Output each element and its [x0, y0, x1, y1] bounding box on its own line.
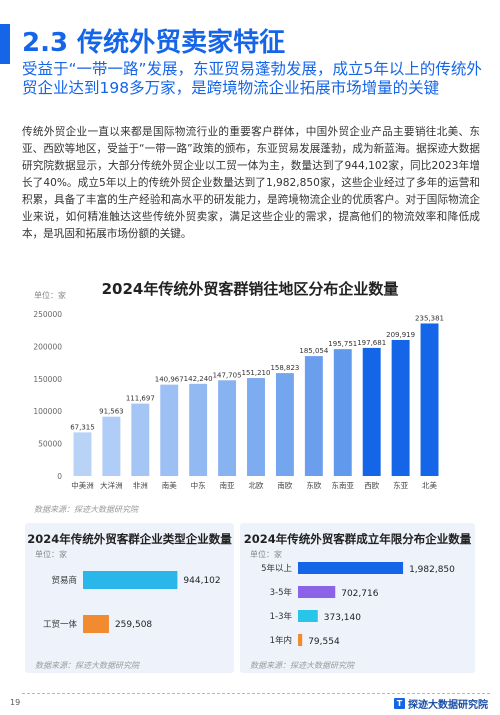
x-tick-label: 非洲	[133, 480, 148, 490]
bar	[73, 432, 92, 476]
chart3-svg: 5年以上 1,982,850 3-5年 702,716 1-3年 373,140 1年内 79…	[261, 562, 455, 647]
x-tick-label: 大洋洲	[100, 480, 123, 490]
x-tick-label: 北美	[422, 480, 437, 490]
bar	[131, 403, 150, 476]
chart1-svg: 0 50000 100000 150000 200000 250000 67,315 中美洲 9…	[33, 310, 444, 490]
bar	[298, 586, 336, 598]
x-tick-label: 中东	[191, 480, 206, 490]
brand-logo-icon: T	[394, 698, 405, 709]
bar	[298, 610, 318, 622]
y-tick-label: 0	[57, 472, 62, 481]
bar	[83, 571, 178, 589]
bar-value-label: 140,967	[155, 376, 184, 384]
chart3-unit: 单位：家	[250, 550, 282, 559]
bar	[247, 378, 265, 476]
bar	[102, 416, 121, 476]
chart1-title: 2024年传统外贸客群销往地区分布企业数量	[101, 280, 399, 298]
x-tick-label: 中美洲	[71, 480, 94, 490]
chart3-panel: 2024年传统外贸客群成立年限分布企业数量 单位：家 5年以上 1,982,850…	[240, 523, 475, 673]
x-tick-label: 东南亚	[332, 480, 355, 490]
bar-value-label: 111,697	[126, 395, 155, 403]
bar-value-label: 79,554	[308, 637, 340, 647]
x-tick-label: 东欧	[306, 480, 321, 490]
bar	[160, 384, 179, 476]
bar	[304, 356, 323, 476]
page-subtitle: 受益于“一带一路”发展，东亚贸易蓬勃发展，成立5年以上的传统外贸企业达到198多…	[22, 60, 482, 97]
bar	[362, 347, 381, 476]
y-tick-label: 50000	[38, 440, 62, 449]
x-tick-label: 北欧	[249, 480, 264, 490]
bar	[333, 349, 352, 476]
bar-value-label: 195,751	[328, 340, 357, 348]
bar	[275, 373, 294, 476]
category-label: 工贸一体	[43, 619, 78, 630]
bar	[391, 339, 410, 476]
chart2-svg: 贸易商 944,102 工贸一体 259,508	[43, 571, 221, 633]
bar	[420, 323, 439, 476]
bar-value-label: 147,705	[213, 371, 242, 379]
page-title: 2.3 传统外贸卖家特征	[22, 28, 286, 58]
bar-value-label: 209,919	[386, 331, 415, 339]
x-tick-label: 南欧	[277, 480, 292, 490]
bar	[218, 380, 237, 476]
bar-value-label: 185,054	[299, 347, 328, 355]
brand-name: 探迹大数据研究院	[408, 700, 488, 711]
category-label: 贸易商	[51, 575, 77, 586]
footer-divider	[22, 693, 490, 694]
chart1-unit: 单位：家	[34, 291, 66, 300]
page-number: 19	[10, 698, 21, 707]
x-tick-label: 西欧	[364, 480, 379, 490]
bar	[298, 634, 303, 646]
x-tick-label: 南亚	[220, 480, 235, 490]
bar	[298, 562, 404, 574]
x-tick-label: 南美	[162, 480, 177, 490]
x-tick-label: 东亚	[393, 480, 408, 490]
footer-brand: T 探迹大数据研究院	[394, 696, 488, 711]
bar-value-label: 91,563	[99, 408, 124, 416]
bar-value-label: 158,823	[270, 364, 299, 372]
category-label: 5年以上	[261, 563, 292, 574]
bar-value-label: 197,681	[357, 339, 386, 347]
chart2-source: 数据来源：探迹大数据研究院	[35, 661, 139, 670]
bar-value-label: 702,716	[341, 589, 378, 599]
chart2-panel: 2024年传统外贸客群企业类型企业数量 单位：家 贸易商 944,102 工贸一体 2…	[25, 523, 234, 673]
chart2-title: 2024年传统外贸客群企业类型企业数量	[27, 532, 232, 546]
bar-value-label: 1,982,850	[409, 565, 455, 575]
chart3-source: 数据来源：探迹大数据研究院	[250, 661, 354, 670]
chart1-source: 数据来源：探迹大数据研究院	[34, 505, 138, 514]
bar-value-label: 373,140	[324, 613, 361, 623]
bar-value-label: 151,210	[242, 369, 271, 377]
body-paragraph: 传统外贸企业一直以来都是国际物流行业的重要客户群体，中国外贸企业产品主要销往北美…	[22, 126, 480, 240]
y-tick-label: 200000	[33, 342, 62, 351]
title-accent-bar	[0, 24, 10, 64]
chart2-unit: 单位：家	[35, 550, 67, 559]
bar-value-label: 944,102	[183, 576, 220, 586]
chart3-title: 2024年传统外贸客群成立年限分布企业数量	[243, 532, 472, 546]
bar-value-label: 235,381	[415, 314, 444, 322]
category-label: 1年内	[270, 635, 292, 646]
y-tick-label: 250000	[33, 310, 62, 319]
bar	[83, 615, 109, 633]
y-tick-label: 150000	[33, 375, 62, 384]
bar-value-label: 259,508	[115, 620, 152, 630]
bar-value-label: 67,315	[70, 423, 95, 431]
bar	[189, 383, 208, 476]
category-label: 3-5年	[270, 587, 293, 598]
bar-value-label: 142,240	[184, 375, 213, 383]
y-tick-label: 100000	[33, 407, 62, 416]
category-label: 1-3年	[270, 611, 293, 622]
